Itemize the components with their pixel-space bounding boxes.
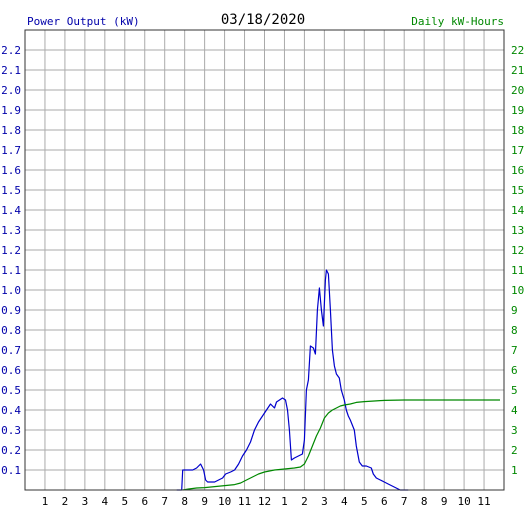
x-tick-label: 10 [457, 495, 470, 508]
x-tick-label: 9 [441, 495, 448, 508]
x-tick-label: 1 [281, 495, 288, 508]
right-tick-label: 14 [511, 204, 525, 217]
left-tick-label: 1.4 [1, 204, 21, 217]
x-tick-label: 9 [201, 495, 208, 508]
left-tick-label: 0.4 [1, 404, 21, 417]
left-tick-label: 1.5 [1, 184, 21, 197]
left-tick-label: 0.6 [1, 364, 21, 377]
right-axis-title: Daily kW-Hours [411, 15, 504, 28]
left-tick-label: 1.6 [1, 164, 21, 177]
x-tick-label: 7 [161, 495, 168, 508]
right-tick-label: 2 [511, 444, 518, 457]
right-tick-label: 8 [511, 324, 518, 337]
left-tick-label: 2.2 [1, 44, 21, 57]
x-tick-label: 10 [218, 495, 231, 508]
left-tick-label: 0.3 [1, 424, 21, 437]
right-tick-label: 19 [511, 104, 524, 117]
x-tick-label: 7 [401, 495, 408, 508]
right-tick-label: 9 [511, 304, 518, 317]
left-tick-label: 0.9 [1, 304, 21, 317]
x-tick-label: 5 [361, 495, 368, 508]
right-tick-label: 11 [511, 264, 524, 277]
right-tick-label: 18 [511, 124, 524, 137]
x-tick-label: 3 [82, 495, 89, 508]
right-tick-label: 5 [511, 384, 518, 397]
x-tick-label: 2 [62, 495, 69, 508]
series [176, 269, 500, 491]
x-tick-label: 12 [258, 495, 271, 508]
left-tick-label: 0.5 [1, 384, 21, 397]
x-tick-label: 8 [421, 495, 428, 508]
power-output-line [176, 269, 409, 491]
x-tick-label: 1 [42, 495, 49, 508]
grid [25, 30, 504, 490]
x-tick-label: 4 [102, 495, 109, 508]
left-tick-label: 1.0 [1, 284, 21, 297]
x-tick-label: 4 [341, 495, 348, 508]
x-tick-label: 6 [141, 495, 148, 508]
right-tick-label: 16 [511, 164, 524, 177]
left-tick-label: 0.8 [1, 324, 21, 337]
right-tick-label: 3 [511, 424, 518, 437]
left-tick-label: 0.7 [1, 344, 21, 357]
right-tick-label: 22 [511, 44, 524, 57]
right-tick-label: 20 [511, 84, 524, 97]
left-tick-label: 2.0 [1, 84, 21, 97]
left-tick-label: 1.7 [1, 144, 21, 157]
right-tick-label: 6 [511, 364, 518, 377]
right-tick-label: 4 [511, 404, 518, 417]
daily-kwh-line [182, 399, 500, 491]
tick-labels: 1 2 3 4 5 6 7 8 9 10 11 12 1 2 3 4 5 6 7 8 9 10 110.10.20.30.4… [1, 44, 524, 508]
x-tick-label: 5 [121, 495, 128, 508]
left-tick-label: 0.2 [1, 444, 21, 457]
left-tick-label: 1.1 [1, 264, 21, 277]
left-tick-label: 1.8 [1, 124, 21, 137]
x-tick-label: 11 [477, 495, 490, 508]
left-tick-label: 0.1 [1, 464, 21, 477]
x-tick-label: 2 [301, 495, 308, 508]
x-tick-label: 8 [181, 495, 188, 508]
left-tick-label: 2.1 [1, 64, 21, 77]
left-axis-title: Power Output (kW) [27, 15, 140, 28]
right-tick-label: 7 [511, 344, 518, 357]
left-tick-label: 1.3 [1, 224, 21, 237]
x-tick-label: 11 [238, 495, 251, 508]
right-tick-label: 21 [511, 64, 524, 77]
right-tick-label: 1 [511, 464, 518, 477]
chart-title: 03/18/2020 [221, 12, 305, 28]
plot-frame [24, 29, 505, 491]
x-tick-label: 6 [381, 495, 388, 508]
x-tick-label: 3 [321, 495, 328, 508]
right-tick-label: 13 [511, 224, 524, 237]
right-tick-label: 15 [511, 184, 524, 197]
left-tick-label: 1.9 [1, 104, 21, 117]
left-tick-label: 1.2 [1, 244, 21, 257]
right-tick-label: 17 [511, 144, 524, 157]
right-tick-label: 12 [511, 244, 524, 257]
right-tick-label: 10 [511, 284, 524, 297]
